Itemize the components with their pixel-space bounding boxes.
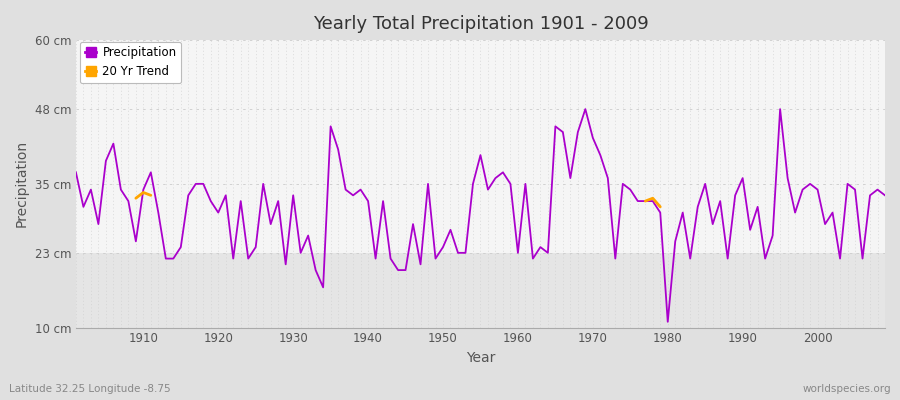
Text: Latitude 32.25 Longitude -8.75: Latitude 32.25 Longitude -8.75 bbox=[9, 384, 171, 394]
Title: Yearly Total Precipitation 1901 - 2009: Yearly Total Precipitation 1901 - 2009 bbox=[312, 15, 648, 33]
Text: worldspecies.org: worldspecies.org bbox=[803, 384, 891, 394]
Legend: Precipitation, 20 Yr Trend: Precipitation, 20 Yr Trend bbox=[80, 42, 181, 83]
Bar bbox=[76, 253, 885, 328]
Y-axis label: Precipitation: Precipitation bbox=[15, 140, 29, 228]
X-axis label: Year: Year bbox=[466, 351, 495, 365]
